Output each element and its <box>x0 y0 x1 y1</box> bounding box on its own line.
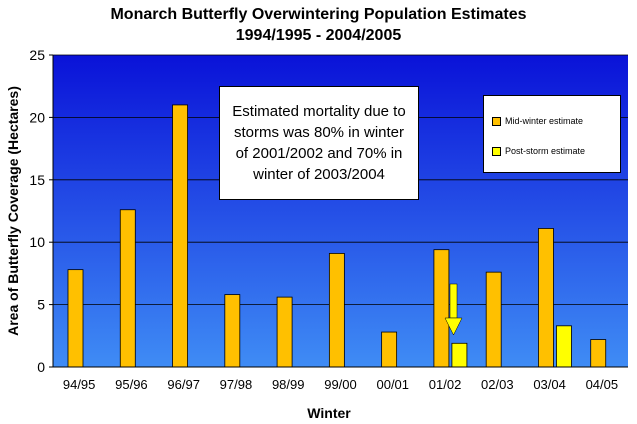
x-tick-label: 95/96 <box>115 377 148 392</box>
legend-label-post-storm: Post-storm estimate <box>505 146 586 156</box>
legend-label-mid-winter: Mid-winter estimate <box>505 116 584 126</box>
bar-mid-winter <box>172 104 188 368</box>
bar-mid-winter <box>119 209 136 368</box>
y-tick-label: 5 <box>37 297 45 313</box>
bar-mid-winter <box>67 269 84 368</box>
annotation-box: Estimated mortality due to storms was 80… <box>219 86 419 200</box>
bar-post-storm <box>451 342 468 368</box>
y-tick-label: 10 <box>29 234 45 250</box>
chart-title: Monarch Butterfly Overwintering Populati… <box>110 6 527 23</box>
x-tick-label: 03/04 <box>533 377 566 392</box>
bar-mid-winter <box>590 339 607 368</box>
bar-mid-winter <box>433 249 450 368</box>
x-tick-label: 94/95 <box>63 377 96 392</box>
bar-mid-winter <box>538 228 554 368</box>
legend-swatch-mid-winter <box>492 116 501 126</box>
y-tick-label: 20 <box>29 109 45 125</box>
bar-mid-winter <box>381 331 398 368</box>
y-tick-label: 15 <box>29 172 45 188</box>
bar-mid-winter <box>276 296 293 368</box>
x-tick-label: 02/03 <box>481 377 514 392</box>
y-axis-label: Area of Butterfly Coverage (Hectares) <box>5 86 21 336</box>
legend-item-mid-winter: Mid-winter estimate <box>492 116 583 126</box>
x-axis-label: Winter <box>307 405 351 421</box>
x-tick-label: 01/02 <box>429 377 462 392</box>
x-tick-label: 04/05 <box>586 377 619 392</box>
bar-mid-winter <box>485 271 502 368</box>
y-tick-label: 25 <box>29 47 45 63</box>
chart-subtitle: 1994/1995 - 2004/2005 <box>235 27 402 44</box>
x-tick-label: 98/99 <box>272 377 305 392</box>
arrow-marker <box>444 283 463 336</box>
bar-mid-winter <box>328 253 345 368</box>
x-tick-label: 97/98 <box>220 377 253 392</box>
y-tick-label: 0 <box>37 359 45 375</box>
legend-item-post-storm: Post-storm estimate <box>492 146 585 156</box>
legend-swatch-post-storm <box>492 146 501 156</box>
x-tick-label: 99/00 <box>324 377 357 392</box>
x-tick-label: 96/97 <box>167 377 200 392</box>
bar-mid-winter <box>224 294 241 368</box>
bar-post-storm <box>556 325 572 368</box>
x-tick-label: 00/01 <box>376 377 409 392</box>
legend: Mid-winter estimate Post-storm estimate <box>483 95 621 173</box>
